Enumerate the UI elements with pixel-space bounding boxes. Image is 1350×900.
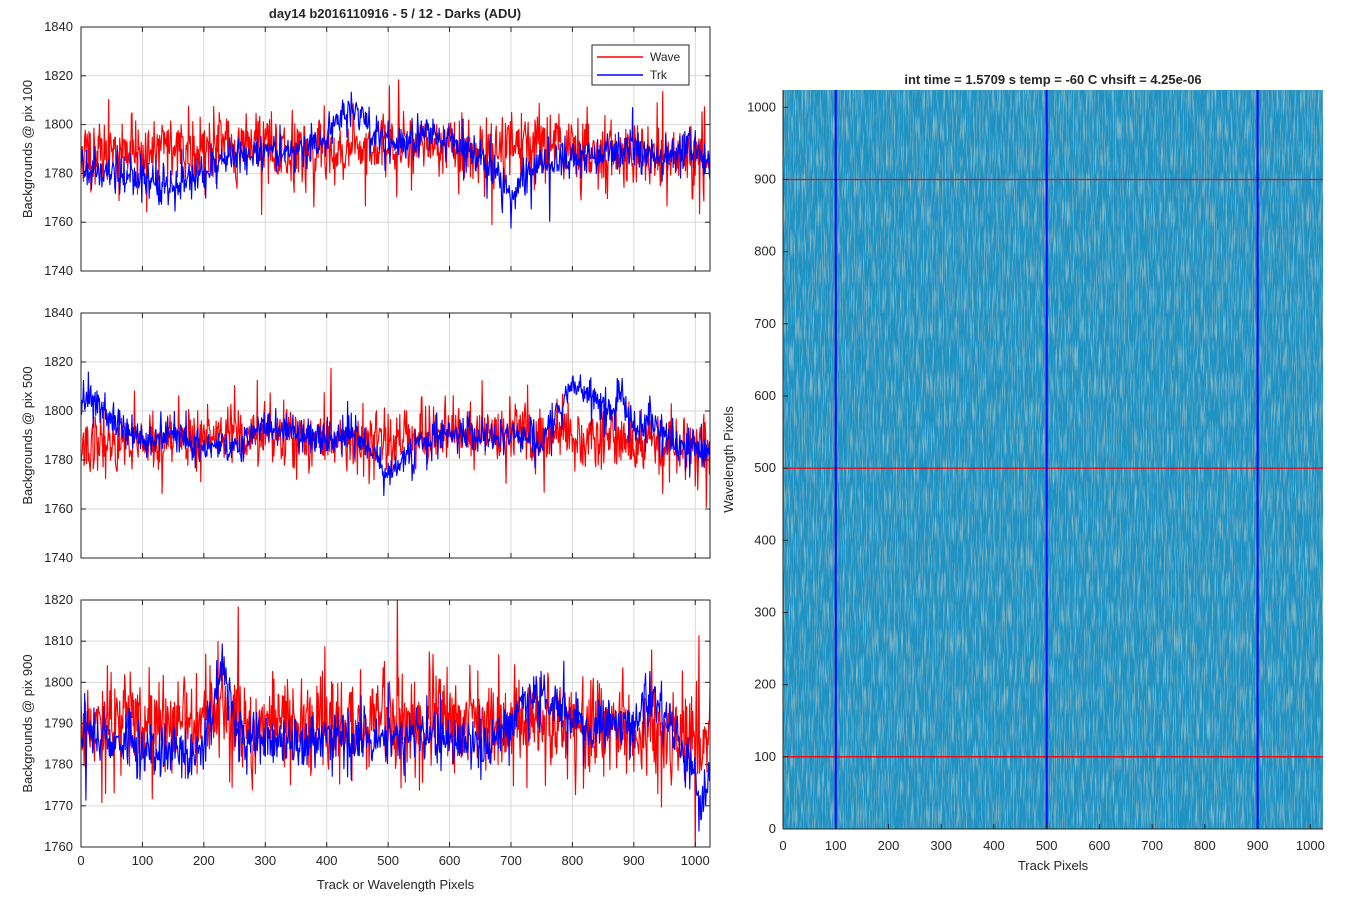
x-tick-label-500: 500 — [377, 853, 399, 868]
heatmap-x-tick-label-600: 600 — [1089, 838, 1111, 853]
heatmap-x-tick-label-200: 200 — [878, 838, 900, 853]
y-tick-label-1810: 1810 — [44, 633, 73, 648]
y-axis-label: Backgrounds @ pix 100 — [20, 80, 35, 218]
heatmap-y-tick-label-100: 100 — [754, 749, 776, 764]
y-axis-label: Backgrounds @ pix 900 — [20, 654, 35, 792]
legend: Wave Trk — [591, 44, 690, 86]
x-tick-label-100: 100 — [132, 853, 154, 868]
heatmap-x-tick-label-800: 800 — [1194, 838, 1216, 853]
y-tick-label-1770: 1770 — [44, 798, 73, 813]
y-tick-label-1740: 1740 — [44, 263, 73, 278]
legend-box — [591, 44, 690, 86]
y-tick-label-1780: 1780 — [44, 165, 73, 180]
series-group — [81, 79, 710, 229]
heatmap-y-tick-label-400: 400 — [754, 532, 776, 547]
heatmap-x-tick-label-300: 300 — [930, 838, 952, 853]
heatmap-x-tick-label-100: 100 — [825, 838, 847, 853]
y-tick-label-1760: 1760 — [44, 501, 73, 516]
legend-trk-label: Trk — [650, 68, 668, 82]
heatmap-x-tick-label-400: 400 — [983, 838, 1005, 853]
axes-box — [80, 26, 711, 272]
x-tick-label-400: 400 — [316, 853, 338, 868]
figure-suptitle: day14 b2016110916 - 5 / 12 - Darks (ADU) — [269, 6, 521, 21]
y-tick-label-1800: 1800 — [44, 403, 73, 418]
y-tick-label-1780: 1780 — [44, 452, 73, 467]
x-tick-label-700: 700 — [500, 853, 522, 868]
heatmap-title: int time = 1.5709 s temp = -60 C vhsift … — [904, 72, 1201, 87]
heatmap-x-tick-label-500: 500 — [1036, 838, 1058, 853]
x-tick-label-800: 800 — [562, 853, 584, 868]
heatmap-x-tick-label-900: 900 — [1247, 838, 1269, 853]
x-tick-label-600: 600 — [439, 853, 461, 868]
y-tick-label-1800: 1800 — [44, 674, 73, 689]
heatmap-y-axis-label: Wavelength Pixels — [721, 406, 736, 513]
y-tick-label-1820: 1820 — [44, 68, 73, 83]
y-tick-label-1740: 1740 — [44, 550, 73, 565]
heatmap-y-tick-label-300: 300 — [754, 604, 776, 619]
x-tick-label-0: 0 — [77, 853, 84, 868]
heatmap-y-tick-label-500: 500 — [754, 460, 776, 475]
y-tick-label-1840: 1840 — [44, 19, 73, 34]
plot-pix-100: 1740 1760 1780 1800 1820 1840 Backgrounds @ pi… — [20, 19, 711, 278]
heatmap-y-tick-label-900: 900 — [754, 171, 776, 186]
x-tick-label-1000: 1000 — [681, 853, 710, 868]
heatmap-y-tick-label-200: 200 — [754, 677, 776, 692]
series-trk-line — [81, 371, 710, 497]
heatmap-y-tick-label-800: 800 — [754, 244, 776, 259]
y-tick-label-1760: 1760 — [44, 839, 73, 854]
heatmap-x-tick-label-700: 700 — [1141, 838, 1163, 853]
heatmap-y-tick-label-600: 600 — [754, 388, 776, 403]
y-tick-label-1780: 1780 — [44, 757, 73, 772]
heatmap-y-tick-label-0: 0 — [769, 821, 776, 836]
y-axis-label: Backgrounds @ pix 500 — [20, 366, 35, 504]
x-axis-label: Track or Wavelength Pixels — [317, 877, 475, 892]
y-tick-label-1790: 1790 — [44, 716, 73, 731]
y-tick-label-1800: 1800 — [44, 117, 73, 132]
heatmap-y-tick-label-1000: 1000 — [747, 99, 776, 114]
axes-box — [80, 312, 711, 559]
series-group — [81, 600, 710, 847]
heatmap-y-tick-label-700: 700 — [754, 316, 776, 331]
plot-pix-900: 0 100 200 300 400 500 600 700 800 900 1000 1760 1770… — [20, 592, 711, 892]
heatmap-x-tick-label-0: 0 — [779, 838, 786, 853]
heatmap-x-tick-label-1000: 1000 — [1296, 838, 1325, 853]
series-group — [81, 367, 710, 509]
series-trk-line — [81, 91, 710, 229]
y-tick-label-1760: 1760 — [44, 214, 73, 229]
x-tick-label-200: 200 — [193, 853, 215, 868]
y-tick-label-1820: 1820 — [44, 592, 73, 607]
plot-pix-500: 1740 1760 1780 1800 1820 1840 Backgrounds @ pi… — [20, 305, 711, 565]
y-tick-label-1820: 1820 — [44, 354, 73, 369]
x-tick-label-300: 300 — [254, 853, 276, 868]
legend-wave-label: Wave — [650, 50, 681, 64]
x-tick-label-900: 900 — [623, 853, 645, 868]
y-tick-label-1840: 1840 — [44, 305, 73, 320]
heatmap-texture — [783, 90, 1323, 829]
heatmap-x-axis-label: Track Pixels — [1018, 858, 1089, 873]
heatmap-dark-frame: 0 100 200 300 400 500 600 700 800 900 1000 0 100 200 3… — [721, 72, 1325, 873]
series-trk-line — [81, 643, 710, 832]
